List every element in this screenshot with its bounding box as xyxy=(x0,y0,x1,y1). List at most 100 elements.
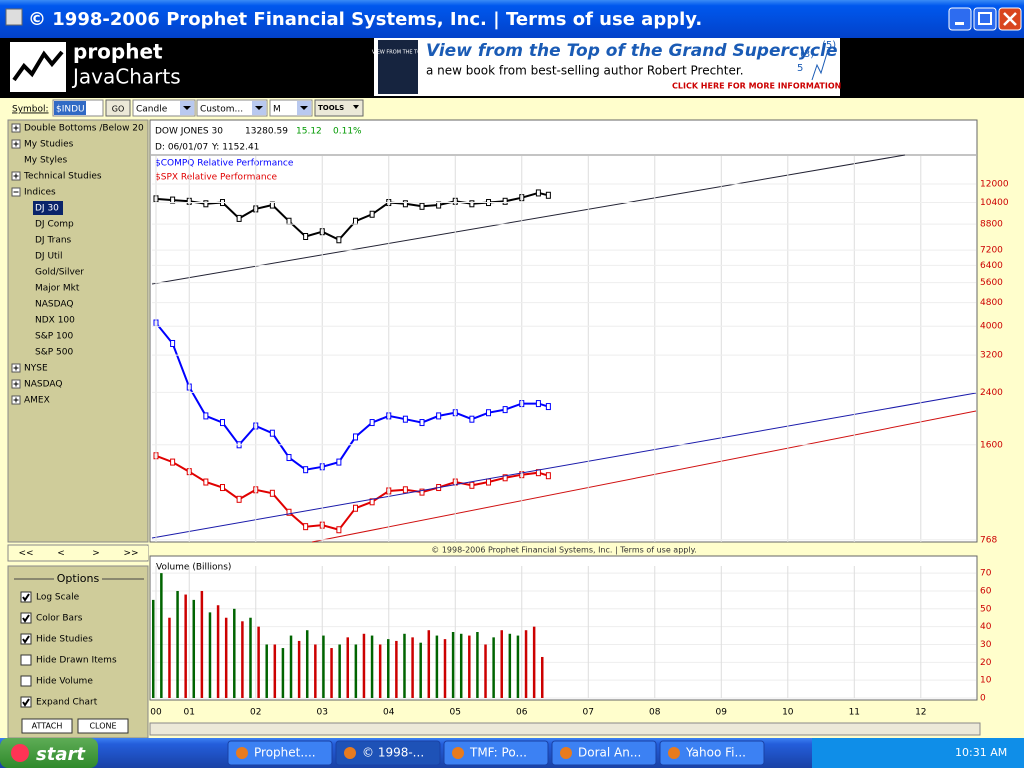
task-button[interactable] xyxy=(443,740,549,766)
volume-bar xyxy=(508,633,512,698)
trend-line xyxy=(151,392,977,539)
go-button[interactable] xyxy=(105,99,131,117)
nav-label[interactable]: << xyxy=(18,549,33,559)
symbol-label: Symbol: xyxy=(12,105,49,115)
volume-bar xyxy=(216,605,220,698)
option-label[interactable]: Color Bars xyxy=(36,614,83,624)
y-tick-label: 1600 xyxy=(980,440,1003,450)
panel-button[interactable] xyxy=(77,718,129,734)
volume-bar xyxy=(241,621,244,698)
tools-button[interactable] xyxy=(314,99,364,117)
candle xyxy=(170,458,176,466)
range-value[interactable]: Custom... xyxy=(200,105,243,115)
title-bar xyxy=(0,0,1024,38)
y-tick-label: 3200 xyxy=(980,351,1003,361)
task-label[interactable]: Yahoo Fi... xyxy=(685,746,746,760)
candle xyxy=(170,339,176,347)
y-tick-label: 4000 xyxy=(980,322,1003,332)
type-value[interactable]: Candle xyxy=(136,105,168,115)
tree-item[interactable]: NASDAQ xyxy=(35,300,73,310)
option-label[interactable]: Log Scale xyxy=(36,593,80,603)
task-button[interactable] xyxy=(227,740,333,766)
task-icon xyxy=(560,747,572,759)
task-button[interactable] xyxy=(551,740,657,766)
go-label[interactable]: GO xyxy=(112,105,125,114)
expander-sign xyxy=(13,397,19,403)
volume-bar xyxy=(273,644,277,698)
task-button[interactable] xyxy=(335,740,441,766)
tree-item[interactable]: NYSE xyxy=(24,364,48,374)
volume-bar xyxy=(192,599,196,698)
task-label[interactable]: TMF: Po... xyxy=(469,746,527,760)
y-tick-label: 768 xyxy=(980,535,997,545)
option-label[interactable]: Hide Volume xyxy=(36,677,93,687)
tray xyxy=(812,738,1024,768)
candle xyxy=(286,217,292,225)
panel-button[interactable] xyxy=(21,718,73,734)
option-label[interactable]: Expand Chart xyxy=(36,698,98,708)
option-label[interactable]: Hide Drawn Items xyxy=(36,656,117,666)
task-label[interactable]: Doral An... xyxy=(578,746,641,760)
task-label[interactable]: © 1998-... xyxy=(362,746,424,760)
tree-item[interactable]: My Styles xyxy=(24,156,68,166)
task-button[interactable] xyxy=(659,740,765,766)
tree-item[interactable]: Technical Studies xyxy=(23,172,102,182)
scrollbar[interactable] xyxy=(149,722,981,736)
volume-bar xyxy=(281,648,285,698)
panel-button-label[interactable]: ATTACH xyxy=(32,722,63,731)
nav-button[interactable] xyxy=(45,546,78,560)
nav-label[interactable]: >> xyxy=(123,549,138,559)
range-select[interactable] xyxy=(196,99,268,117)
volume-bar xyxy=(354,644,358,698)
tree-item[interactable]: AMEX xyxy=(24,396,50,406)
trend-line xyxy=(151,154,906,285)
symbol-value[interactable]: $INDU xyxy=(56,105,85,115)
tree-item[interactable]: S&P 100 xyxy=(35,332,73,342)
minimize[interactable] xyxy=(948,7,972,31)
book-cover xyxy=(378,40,418,94)
nav-button[interactable] xyxy=(80,546,113,560)
type-select[interactable] xyxy=(132,99,196,117)
candle xyxy=(236,495,242,503)
tools-label[interactable]: TOOLS xyxy=(318,104,344,112)
tree-item[interactable]: DJ Comp xyxy=(35,220,74,230)
tree-item[interactable]: DJ 30 xyxy=(35,204,59,214)
tree-item[interactable]: DJ Util xyxy=(35,252,63,262)
option-label[interactable]: Hide Studies xyxy=(36,635,93,645)
nav-label[interactable]: < xyxy=(57,549,65,559)
quote-last: 13280.59 xyxy=(245,127,288,137)
tree-item[interactable]: My Studies xyxy=(24,140,74,150)
candle xyxy=(203,412,209,420)
y-tick-label: 60 xyxy=(980,586,992,596)
tree-item[interactable]: Indices xyxy=(24,188,56,198)
nav-button[interactable] xyxy=(10,546,43,560)
tree-item[interactable]: NASDAQ xyxy=(24,380,62,390)
volume-bar xyxy=(468,635,471,698)
task-label[interactable]: Prophet.... xyxy=(254,746,316,760)
tree-item[interactable]: NDX 100 xyxy=(35,316,75,326)
maximize[interactable] xyxy=(973,7,997,31)
window-controls[interactable] xyxy=(948,7,1022,31)
panel-button-label[interactable]: CLONE xyxy=(89,722,116,731)
tree-item[interactable]: Gold/Silver xyxy=(35,268,84,278)
ad-banner[interactable]: VIEW FROM THE TOP View from the Top of t… xyxy=(372,38,841,96)
quote-change: 15.12 xyxy=(296,127,322,137)
tree-item[interactable]: Double Bottoms /Below 20 xyxy=(24,124,144,134)
checkbox[interactable] xyxy=(20,675,32,687)
volume-bar xyxy=(541,656,544,698)
checkbox[interactable] xyxy=(20,654,32,666)
tree-item[interactable]: Major Mkt xyxy=(35,284,80,294)
candle xyxy=(353,504,359,512)
nav-label[interactable]: > xyxy=(92,549,100,559)
nav-button[interactable] xyxy=(115,546,148,560)
start-label[interactable]: start xyxy=(36,744,86,765)
volume-bar xyxy=(200,590,204,698)
ad-bg[interactable] xyxy=(374,38,840,96)
ad-cta[interactable]: CLICK HERE FOR MORE INFORMATION xyxy=(672,82,841,91)
volume-bar xyxy=(395,640,398,698)
expander-sign xyxy=(13,381,19,387)
period-value[interactable]: M xyxy=(273,105,281,115)
tree-item[interactable]: DJ Trans xyxy=(35,236,72,246)
volume-bar xyxy=(387,639,390,698)
tree-item[interactable]: S&P 500 xyxy=(35,348,73,358)
